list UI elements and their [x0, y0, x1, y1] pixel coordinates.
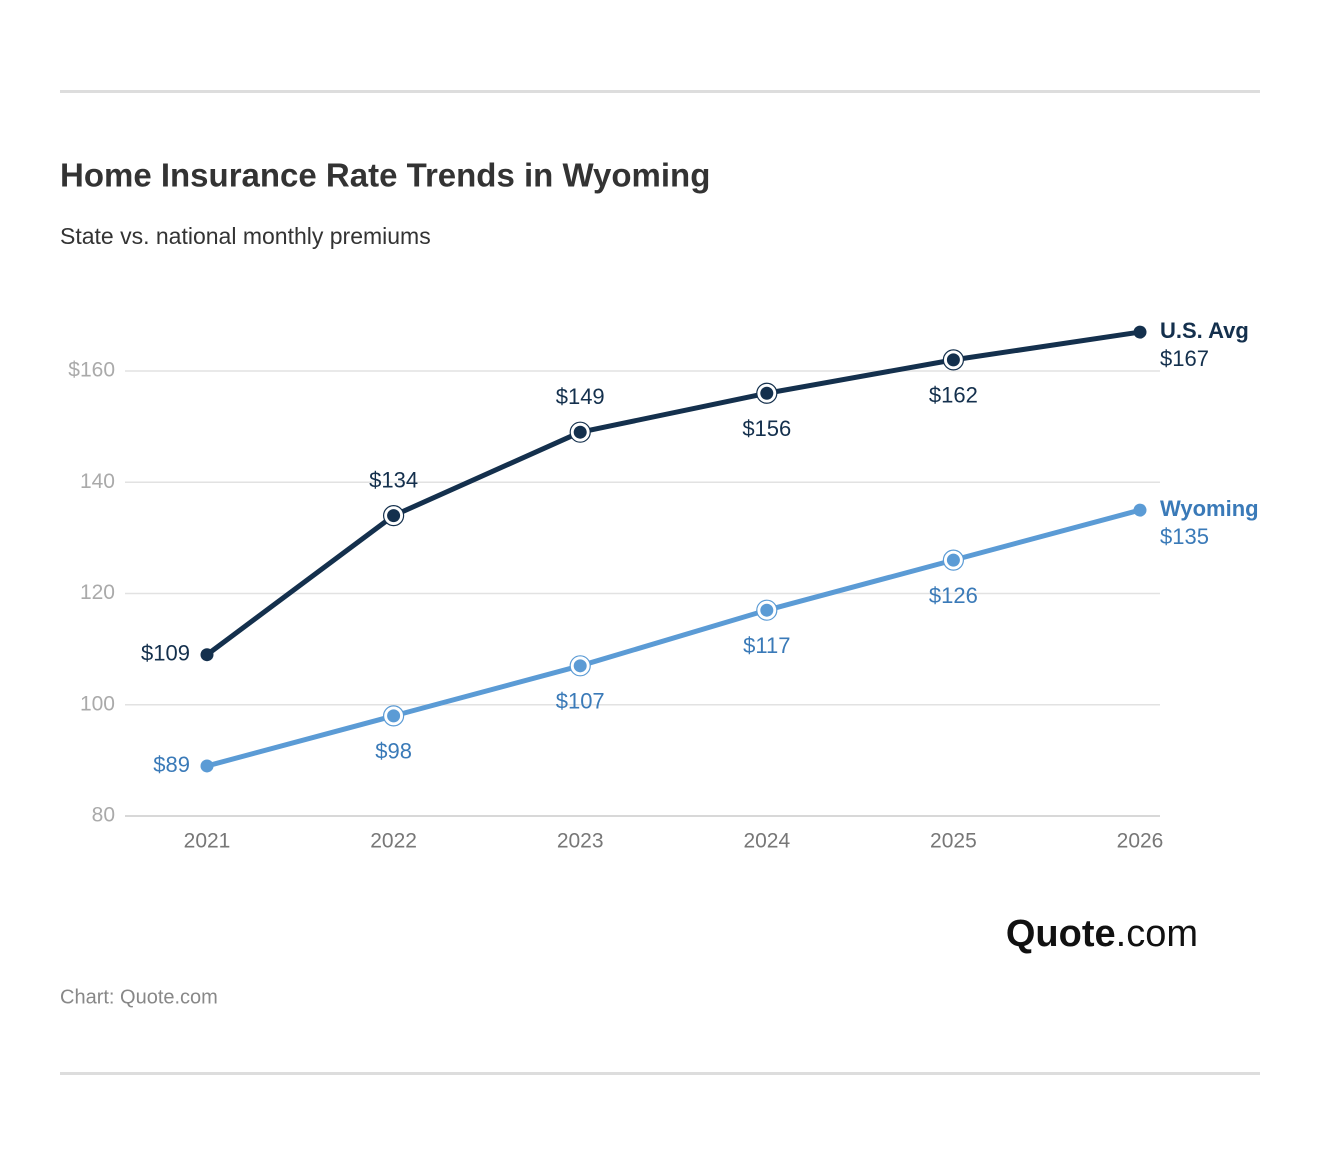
- point: [946, 353, 960, 367]
- chart-subtitle: State vs. national monthly premiums: [60, 223, 431, 249]
- x-tick-label: 2023: [557, 830, 604, 853]
- data-label: $98: [375, 739, 412, 764]
- source: Chart: Quote.com: [60, 986, 218, 1008]
- series-line: [205, 329, 1141, 657]
- data-label: $135: [1160, 524, 1209, 549]
- point: [200, 648, 214, 662]
- x-tick-label: 2024: [743, 830, 790, 853]
- x-tick-label: 2021: [184, 830, 231, 853]
- bottom-rule: [60, 1072, 1260, 1075]
- data-label: $109: [141, 641, 190, 666]
- point: [387, 509, 401, 523]
- point: [1133, 503, 1147, 517]
- x-tick-label: 2026: [1117, 830, 1164, 853]
- point: [946, 553, 960, 567]
- top-rule: [60, 90, 1260, 93]
- point: [1133, 325, 1147, 339]
- point: [573, 659, 587, 673]
- data-label: $117: [743, 633, 790, 658]
- data-label: $107: [556, 689, 605, 714]
- data-label: $149: [556, 384, 605, 409]
- y-tick-label: 80: [92, 804, 115, 827]
- data-label: $89: [153, 752, 190, 777]
- y-tick-label: 140: [80, 470, 115, 493]
- point: [200, 759, 214, 773]
- logo-light: .com: [1116, 913, 1198, 955]
- data-label: $156: [742, 416, 791, 441]
- series-line: [206, 507, 1141, 769]
- logo-bold: Quote: [1006, 913, 1116, 955]
- legend-label: Wyoming: [1160, 496, 1259, 521]
- x-tick-label: 2022: [370, 830, 417, 853]
- data-label: $126: [929, 583, 978, 608]
- logo: Quote.com: [1006, 913, 1198, 955]
- y-tick-label: 100: [80, 692, 115, 715]
- chart-title: Home Insurance Rate Trends in Wyoming: [60, 157, 710, 194]
- point: [760, 386, 774, 400]
- point: [573, 425, 587, 439]
- x-tick-label: 2025: [930, 830, 977, 853]
- data-label: $134: [369, 467, 418, 492]
- point: [387, 709, 401, 723]
- y-tick-label: 120: [80, 581, 115, 604]
- y-tick-label: $160: [68, 359, 115, 382]
- point: [760, 603, 774, 617]
- legend-label: U.S. Avg: [1160, 318, 1249, 343]
- data-label: $167: [1160, 346, 1209, 371]
- data-label: $162: [929, 383, 978, 408]
